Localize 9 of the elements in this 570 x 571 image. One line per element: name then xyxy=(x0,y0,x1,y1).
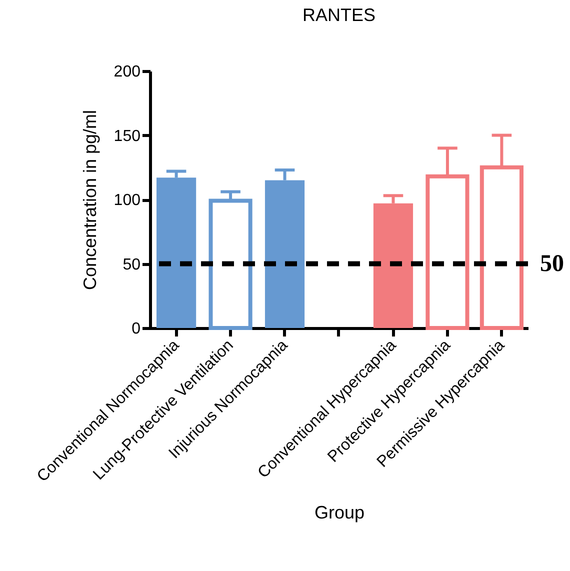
y-tick-label: 150 xyxy=(114,128,141,145)
y-tick-label: 0 xyxy=(132,320,141,338)
ref-line-label: 50 xyxy=(540,250,564,277)
y-tick-label: 50 xyxy=(122,256,141,274)
y-tick-label: 100 xyxy=(114,192,141,209)
chart-title: RANTES xyxy=(302,5,376,25)
y-tick-label: 200 xyxy=(114,64,141,80)
x-axis-title: Group xyxy=(314,502,365,523)
y-axis-title: Concentration in pg/ml xyxy=(80,110,100,290)
